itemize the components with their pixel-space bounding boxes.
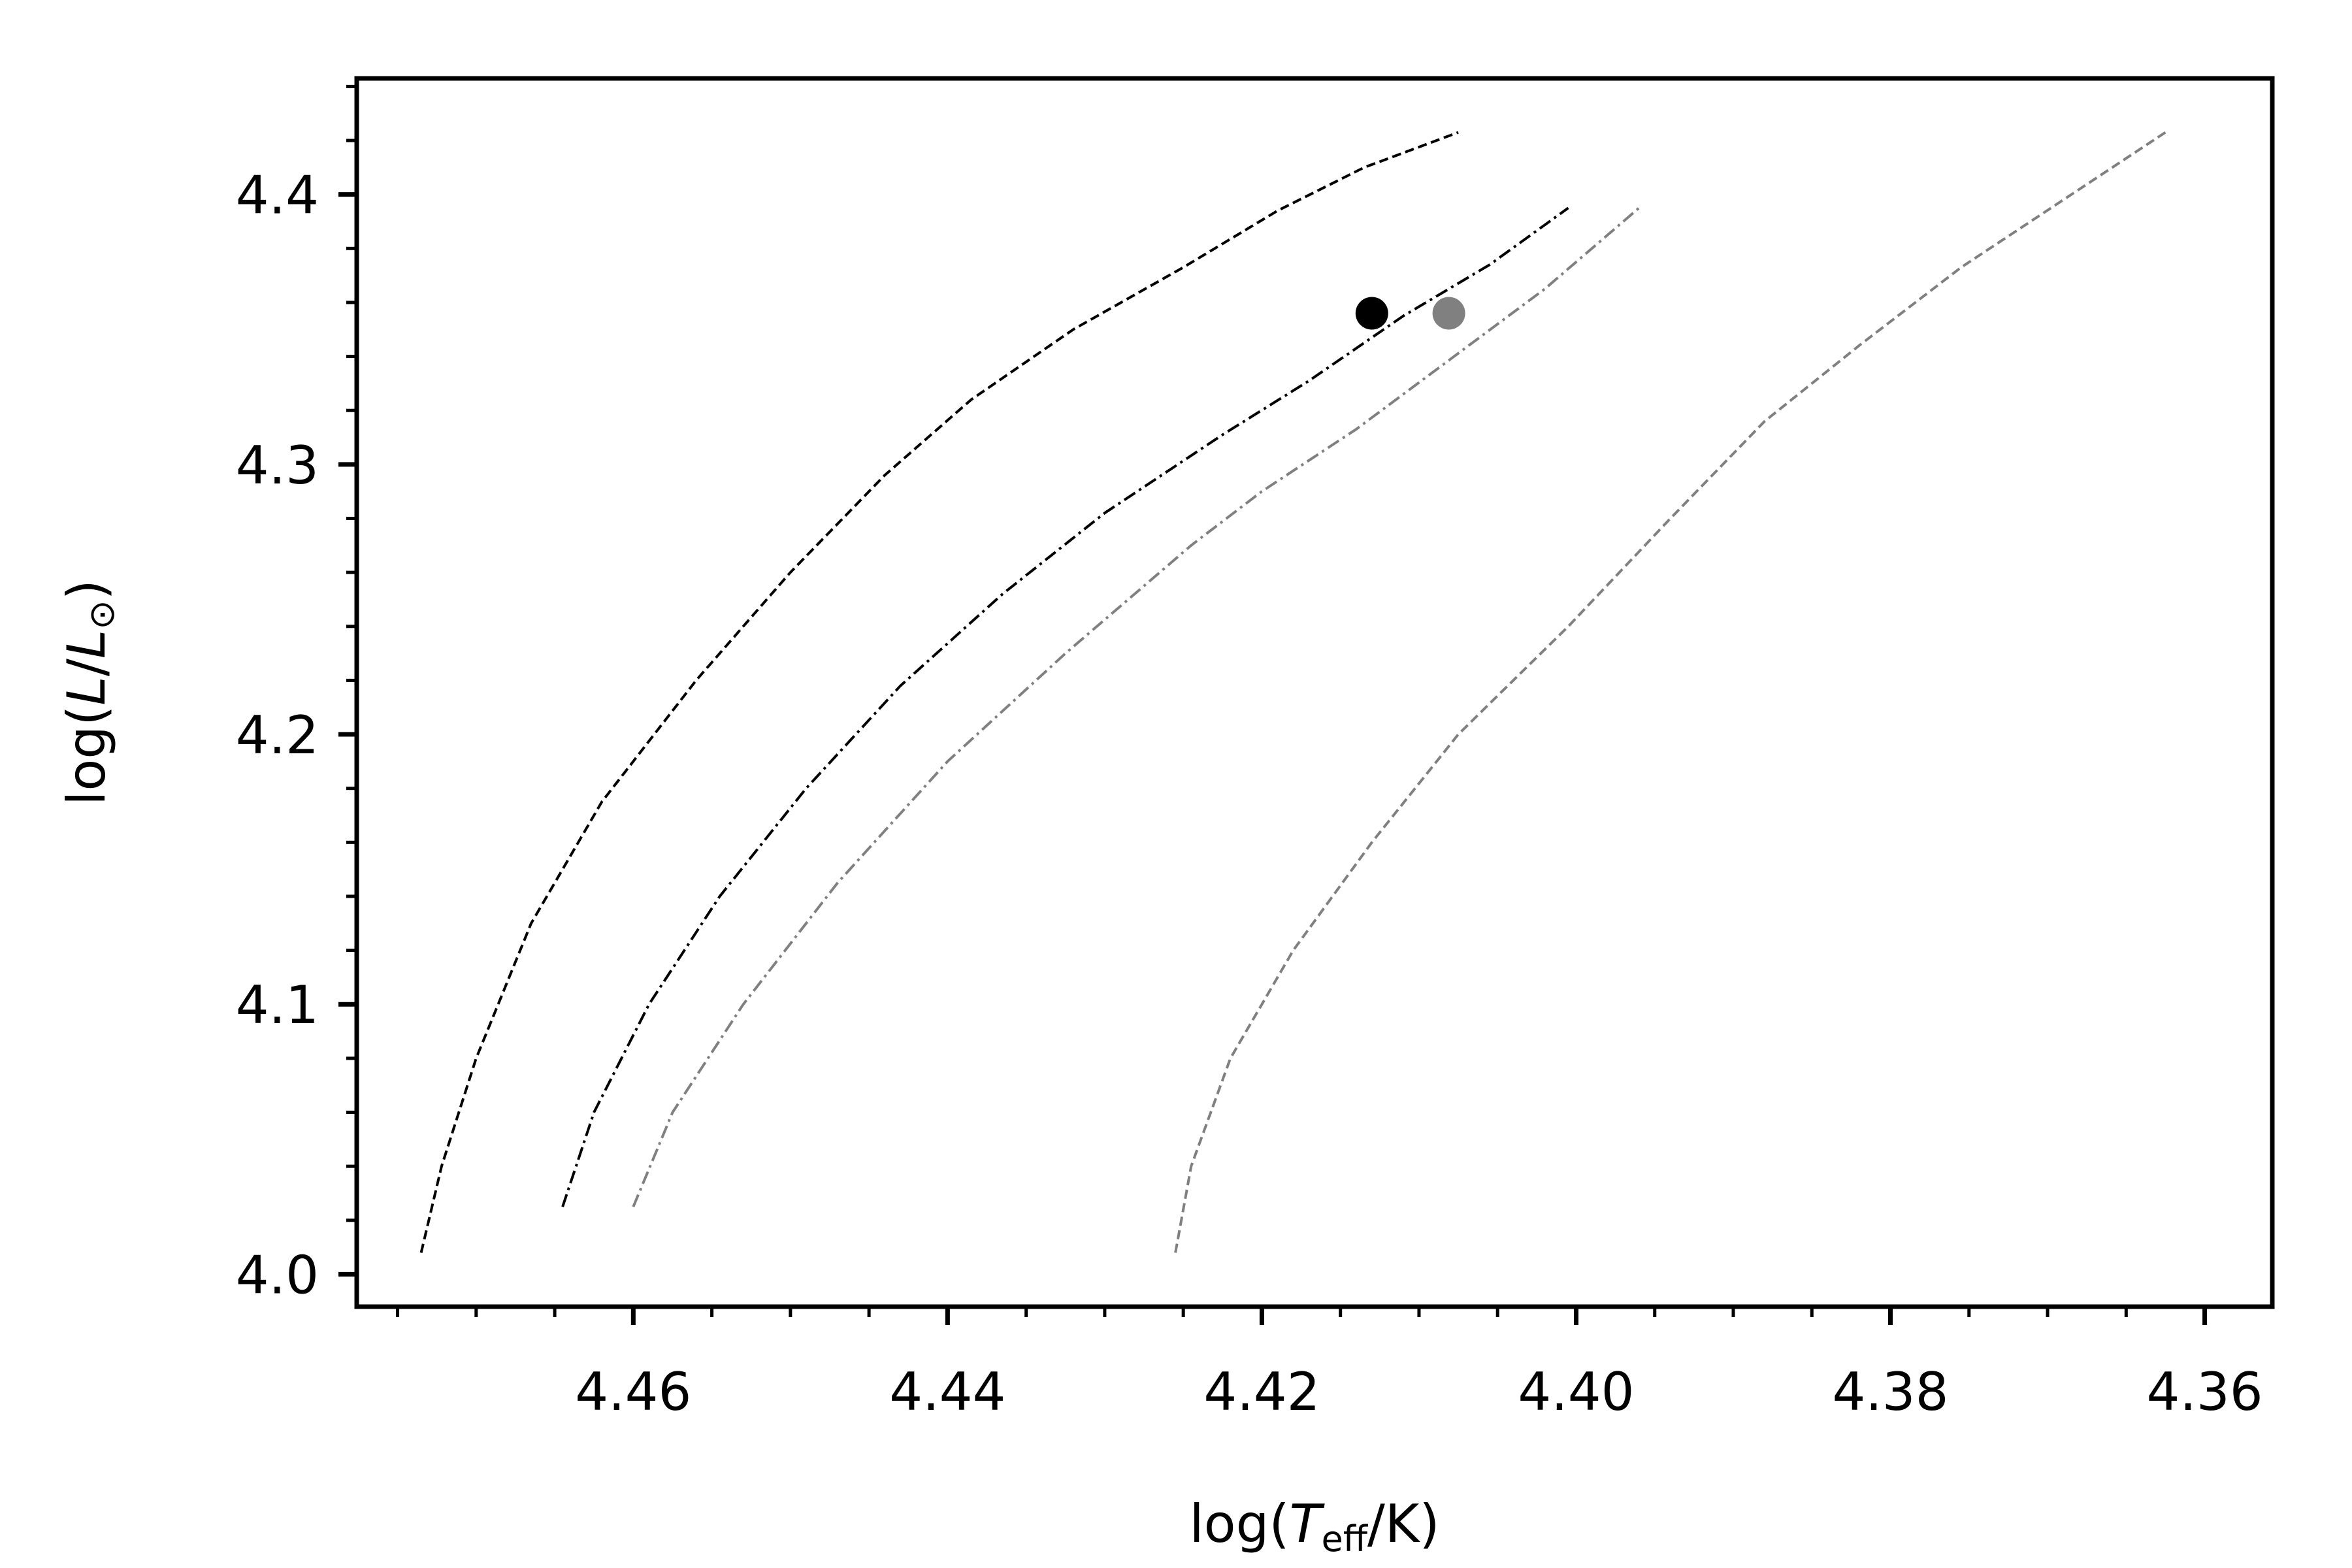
series-line-1	[419, 131, 1459, 1253]
y-axis-label: log(L/L⊙)	[56, 580, 122, 806]
x-tick-label: 4.36	[2147, 1362, 2263, 1422]
series-line-3	[632, 206, 1641, 1207]
series-layer	[419, 131, 2166, 1253]
marker-point-2	[1432, 297, 1465, 330]
series-line-2	[561, 206, 1569, 1207]
x-axis-label: log(Teff/K)	[1189, 1494, 1439, 1560]
x-tick-label: 4.38	[1832, 1362, 1948, 1422]
y-tick-label: 4.1	[236, 975, 319, 1036]
y-tick-label: 4.3	[236, 435, 319, 496]
x-tick-label: 4.46	[575, 1362, 691, 1422]
x-tick-label: 4.42	[1203, 1362, 1320, 1422]
x-tick-label: 4.44	[889, 1362, 1005, 1422]
ticks-layer: 4.46 4.44 4.42 4.40 4.38 4.36 4.0 4.1 4.2 4.3 4.4	[236, 84, 2263, 1422]
y-tick-label: 4.4	[236, 165, 319, 226]
y-tick-label: 4.0	[236, 1245, 319, 1305]
x-tick-label: 4.40	[1518, 1362, 1634, 1422]
marker-point-1	[1355, 297, 1388, 330]
plot-frame	[354, 76, 2275, 1309]
y-tick-label: 4.2	[236, 705, 319, 766]
points-layer	[1355, 297, 1465, 330]
